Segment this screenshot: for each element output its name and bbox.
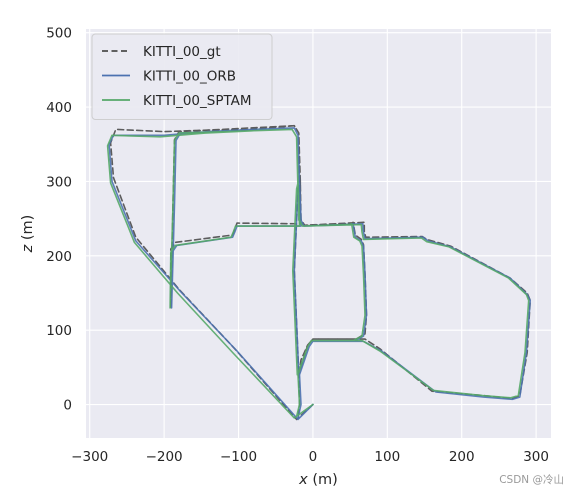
legend-entry: KITTI_00_ORB (143, 69, 236, 85)
series-line-kitti-00-gt (109, 124, 531, 421)
series-layer (106, 124, 531, 421)
y-tick-label: 500 (46, 26, 72, 42)
y-tick-label: 400 (46, 100, 72, 116)
y-tick-label: 0 (63, 398, 72, 414)
x-tick-label: −300 (71, 449, 108, 465)
x-axis-ticks: −300 −200 −100 0 100 200 300 (71, 449, 549, 465)
series-line-kitti-00-sptam (106, 128, 530, 419)
legend: KITTI_00_gt KITTI_00_ORB KITTI_00_SPTAM (91, 33, 273, 120)
x-tick-label: 0 (309, 449, 318, 465)
legend-entry: KITTI_00_gt (143, 44, 221, 60)
y-tick-label: 300 (46, 174, 72, 190)
y-axis-label: z (m) (20, 215, 36, 254)
x-tick-label: −200 (146, 449, 183, 465)
x-tick-label: −100 (220, 449, 257, 465)
legend-box (91, 33, 273, 120)
legend-entry: KITTI_00_SPTAM (143, 93, 252, 109)
x-tick-label: 100 (374, 449, 400, 465)
y-axis-ticks: 0 100 200 300 400 500 (46, 26, 72, 414)
y-tick-label: 200 (46, 249, 72, 265)
x-tick-label: 200 (449, 449, 475, 465)
watermark: CSDN @冷山 (499, 474, 564, 486)
x-axis-label: x (m) (298, 472, 338, 488)
y-tick-label: 100 (46, 323, 72, 339)
x-tick-label: 300 (523, 449, 549, 465)
